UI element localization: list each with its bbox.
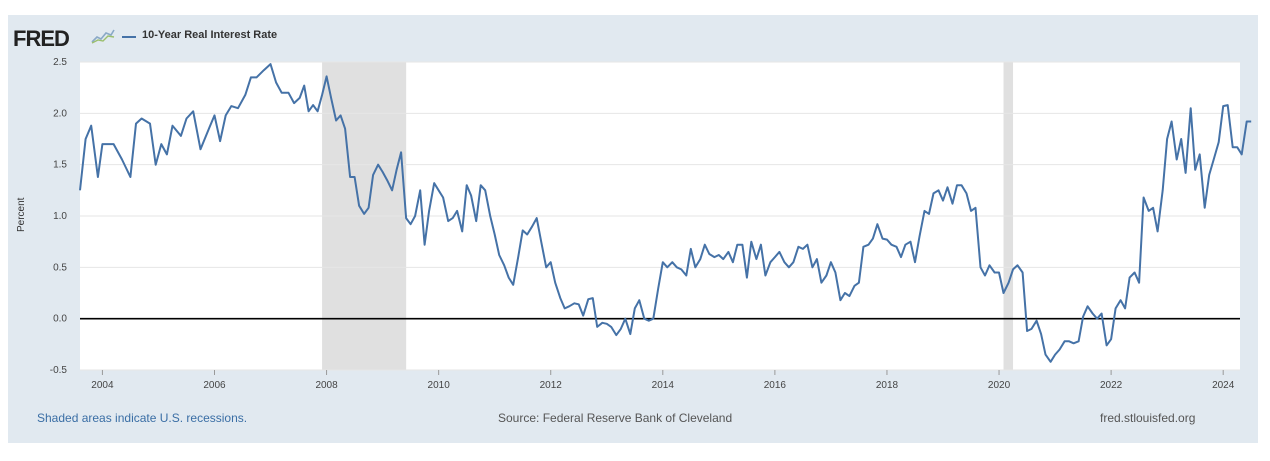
y-tick-label: 2.0 [53,108,67,119]
series-line [79,63,1252,363]
legend-label[interactable]: 10-Year Real Interest Rate [142,29,278,41]
y-tick-label: -0.5 [50,365,68,376]
recession-note-link[interactable]: Shaded areas indicate U.S. recessions. [37,411,248,425]
x-tick-label: 2020 [988,380,1011,391]
fred-logo[interactable]: FRED [13,26,70,51]
x-tick-label: 2014 [652,380,675,391]
y-tick-label: 2.5 [53,57,67,68]
x-tick-label: 2006 [203,380,226,391]
x-tick-label: 2010 [428,380,451,391]
x-tick-label: 2012 [540,380,563,391]
fred-site-link[interactable]: fred.stlouisfed.org [1100,411,1196,425]
y-tick-label: 1.5 [53,160,67,171]
y-tick-label: 0.5 [53,262,67,273]
x-tick-label: 2008 [315,380,338,391]
x-tick-label: 2004 [91,380,114,391]
legend-swatch [122,36,136,38]
y-tick-label: 1.0 [53,211,67,222]
x-tick-label: 2024 [1212,380,1235,391]
y-tick-label: 0.0 [53,314,67,325]
x-tick-label: 2016 [764,380,787,391]
x-tick-label: 2022 [1100,380,1123,391]
source-note: Source: Federal Reserve Bank of Clevelan… [498,411,733,425]
x-tick-label: 2018 [876,380,899,391]
fred-graph-icon [91,28,115,44]
